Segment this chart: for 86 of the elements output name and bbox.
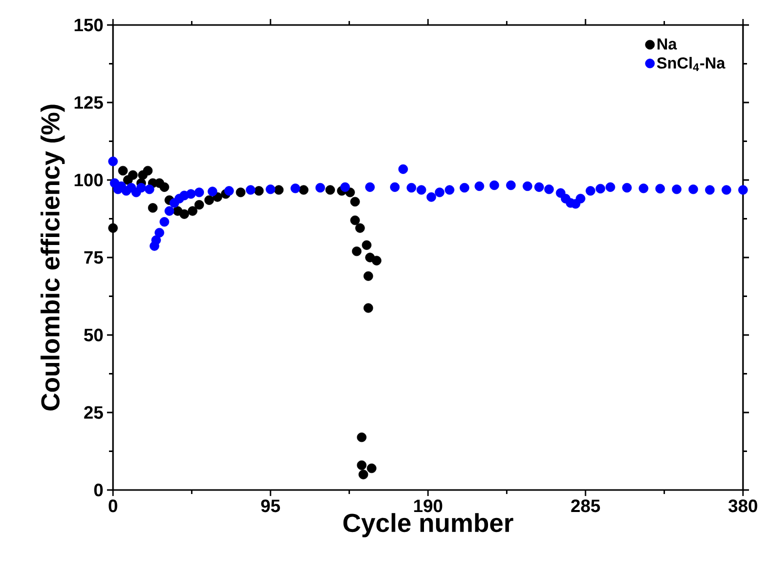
- point: [534, 182, 544, 192]
- point: [154, 228, 164, 238]
- y-tick-label: 0: [94, 484, 103, 496]
- point: [118, 166, 128, 176]
- point: [194, 188, 204, 198]
- point: [606, 182, 616, 192]
- point: [108, 156, 118, 166]
- point: [544, 184, 554, 194]
- x-tick-label: 95: [261, 500, 280, 512]
- x-tick-label: 380: [728, 500, 758, 512]
- point: [460, 182, 470, 193]
- y-tick-label: 25: [84, 406, 103, 419]
- point: [638, 184, 648, 194]
- x-tick-label: 285: [571, 500, 600, 512]
- legend-label: SnCl$_{4}$-Na: [656, 56, 726, 72]
- point: [186, 189, 196, 199]
- point: [274, 185, 284, 195]
- y-tick-label: 125: [74, 96, 103, 109]
- point: [208, 186, 218, 196]
- point: [362, 240, 372, 250]
- point: [622, 182, 632, 193]
- point: [672, 184, 682, 194]
- point: [136, 182, 146, 193]
- point: [325, 185, 335, 195]
- point: [298, 185, 308, 195]
- point: [366, 464, 376, 474]
- point: [356, 432, 366, 442]
- point: [586, 186, 596, 196]
- point: [224, 186, 234, 196]
- x-tick-label: 190: [414, 500, 442, 512]
- point: [364, 271, 374, 281]
- point: [151, 235, 161, 245]
- point: [160, 217, 170, 227]
- point: [144, 184, 154, 194]
- legend-label: Na: [658, 38, 677, 50]
- point: [315, 182, 326, 193]
- x-axis-title: Cycle number: [343, 513, 514, 538]
- point: [188, 206, 198, 216]
- point: [266, 184, 276, 194]
- point: [108, 223, 118, 233]
- point: [148, 203, 158, 213]
- point: [398, 164, 408, 174]
- x-tick-label: 0: [108, 500, 118, 512]
- point: [416, 185, 426, 195]
- point: [576, 194, 586, 204]
- point: [358, 470, 368, 480]
- point: [406, 182, 416, 193]
- y-tick-label: 75: [84, 251, 103, 264]
- point: [352, 246, 362, 256]
- point: [128, 170, 138, 180]
- point: [204, 195, 214, 205]
- point: [688, 184, 698, 194]
- y-axis-title: Coulombic efficiency (%): [40, 104, 65, 410]
- point: [350, 216, 360, 226]
- point: [365, 182, 375, 192]
- point: [490, 180, 500, 190]
- point: [179, 209, 190, 219]
- point: [506, 180, 516, 190]
- point: [434, 188, 444, 198]
- point: [705, 185, 715, 195]
- point: [236, 188, 246, 198]
- point: [290, 184, 300, 194]
- point: [738, 185, 748, 195]
- point: [143, 166, 153, 176]
- point: [364, 303, 374, 313]
- point: [355, 223, 365, 233]
- point: [246, 185, 256, 195]
- y-tick-label: 50: [84, 328, 103, 342]
- point: [444, 185, 454, 195]
- point: [356, 460, 366, 470]
- point: [254, 186, 264, 196]
- point: [474, 181, 484, 191]
- point: [194, 200, 204, 210]
- point: [522, 181, 532, 191]
- point: [722, 185, 732, 195]
- point: [390, 182, 400, 192]
- point: [655, 184, 665, 194]
- point: [160, 182, 170, 192]
- point: [340, 182, 350, 192]
- y-tick-label: 150: [74, 18, 103, 32]
- point: [350, 196, 360, 206]
- point: [164, 206, 174, 216]
- point: [426, 192, 436, 202]
- y-tick-label: 100: [74, 174, 103, 186]
- point: [372, 256, 382, 266]
- point: [596, 184, 606, 194]
